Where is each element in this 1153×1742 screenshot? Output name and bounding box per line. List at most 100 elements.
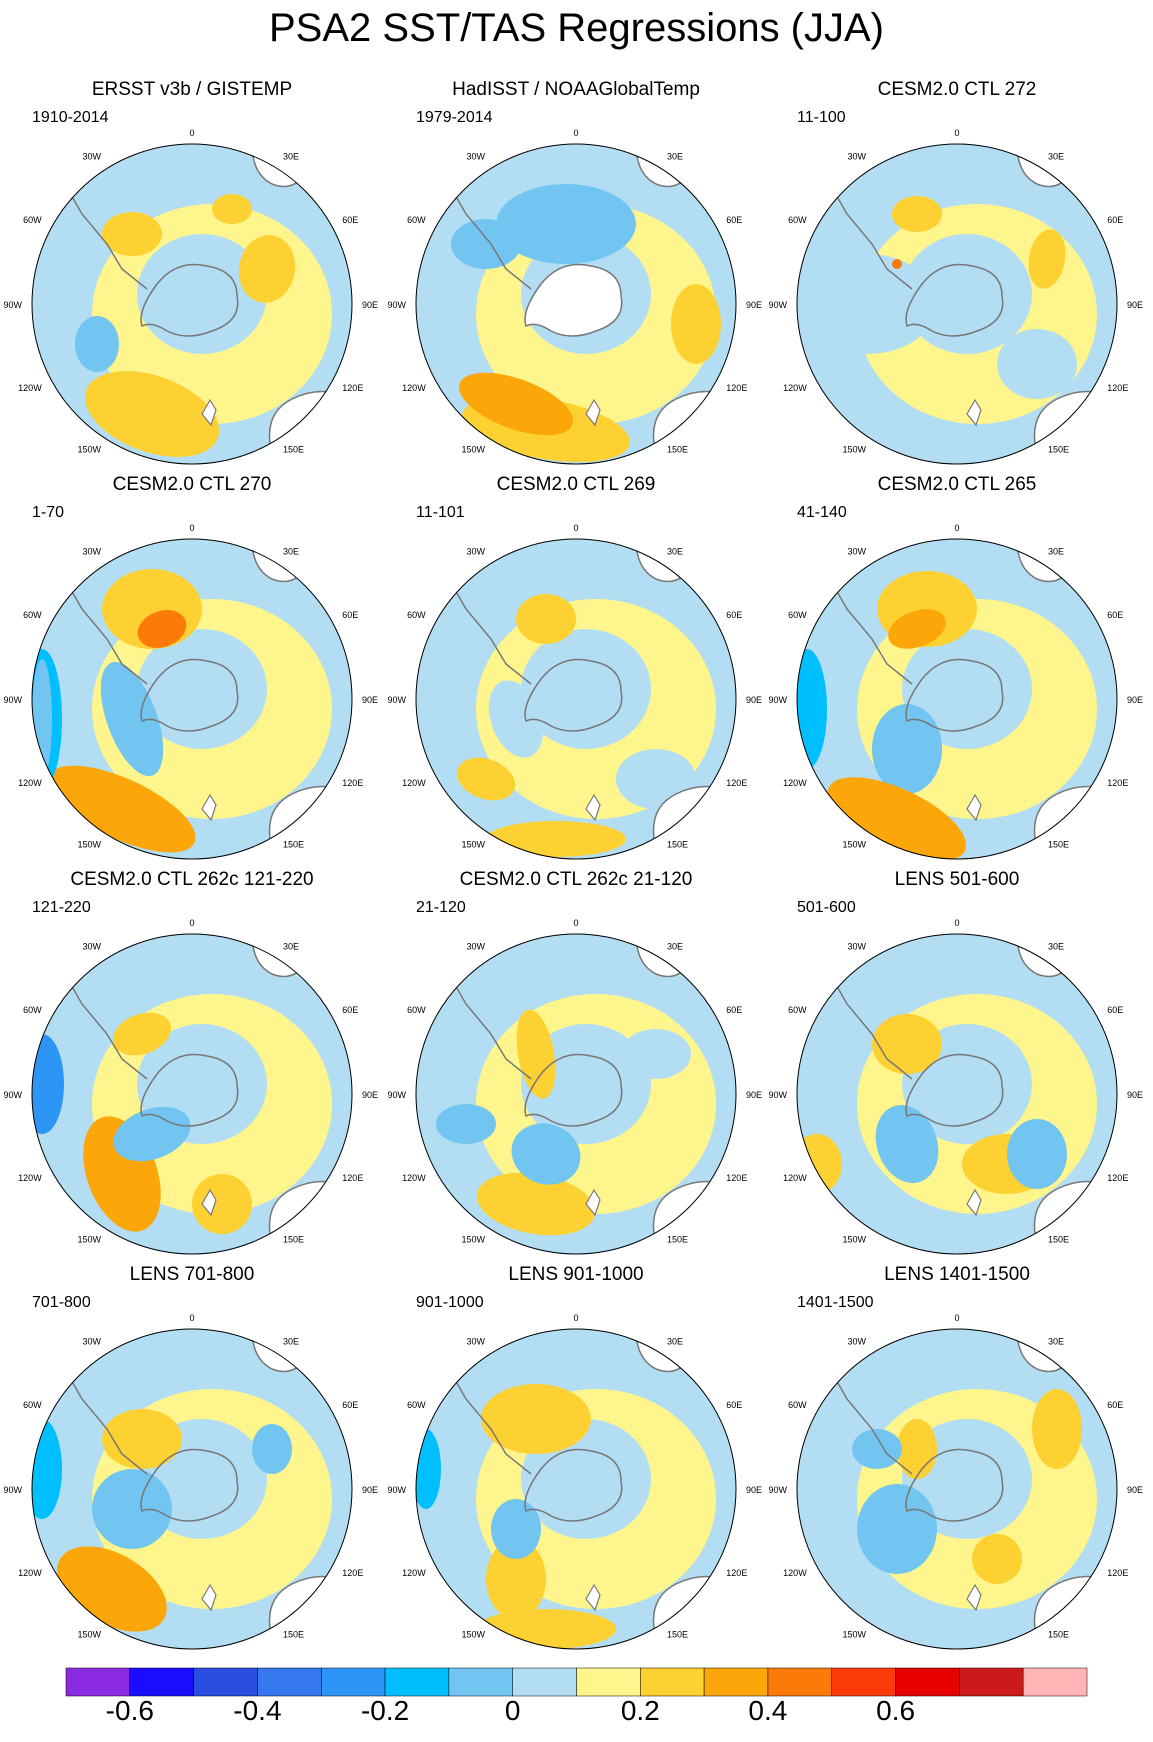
- longitude-label: 30E: [667, 1337, 683, 1347]
- longitude-label: 30W: [847, 152, 866, 162]
- longitude-label: 120E: [726, 1568, 747, 1578]
- longitude-label: 90W: [387, 695, 406, 705]
- longitude-label: 180: [949, 1262, 964, 1263]
- map-panel: CESM2.0 CTL 269 11-101 0 30E 60E 90E 120E 150E 1…: [384, 473, 768, 868]
- longitude-label: 0: [573, 1313, 578, 1323]
- map-boundary: [415, 143, 737, 465]
- positive-anomaly-region: [827, 777, 967, 859]
- longitude-label: 30W: [466, 942, 485, 952]
- longitude-label: 90E: [1127, 1485, 1143, 1495]
- longitude-label: 180: [949, 1657, 964, 1658]
- longitude-label: 60W: [788, 215, 807, 225]
- longitude-label: 0: [189, 128, 194, 138]
- longitude-label: 60W: [407, 1400, 426, 1410]
- longitude-label: 60W: [407, 215, 426, 225]
- longitude-label: 150E: [283, 1234, 304, 1244]
- new-zealand-coastline: [201, 398, 217, 427]
- negative-anomaly-region: [1007, 1119, 1067, 1189]
- map-boundary: [796, 143, 1118, 465]
- colorbar-tick-label: -0.4: [233, 1695, 282, 1726]
- longitude-label: 150E: [283, 1629, 304, 1639]
- longitude-label: 60W: [407, 610, 426, 620]
- longitude-label: 60E: [1107, 215, 1123, 225]
- longitude-label: 120E: [1107, 383, 1128, 393]
- longitude-label: 150W: [842, 1629, 866, 1639]
- colorbar-tick-label: 0.6: [876, 1695, 916, 1726]
- longitude-label: 30W: [847, 942, 866, 952]
- negative-anomaly-region: [902, 234, 1032, 354]
- new-zealand-coastline: [585, 793, 601, 822]
- longitude-label: 180: [184, 472, 199, 473]
- south-america-coastline: [445, 968, 532, 1080]
- longitude-label: 120W: [18, 383, 42, 393]
- longitude-label: 60E: [726, 1005, 742, 1015]
- longitude-label: 30E: [667, 152, 683, 162]
- antarctica-coastline: [905, 1053, 1004, 1127]
- longitude-label: 60E: [726, 610, 742, 620]
- negative-anomaly-region: [875, 1105, 939, 1183]
- positive-anomaly-region: [1032, 1389, 1082, 1469]
- longitude-label: 90W: [3, 300, 22, 310]
- colorbar-swatch: [321, 1667, 386, 1697]
- map-panel: CESM2.0 CTL 270 1-70 0 30E 60E 90E 120E 150E 180…: [0, 473, 384, 868]
- negative-anomaly-region: [113, 1106, 191, 1162]
- longitude-label: 120W: [18, 1173, 42, 1183]
- longitude-label: 150W: [77, 1234, 101, 1244]
- longitude-label: 120E: [726, 778, 747, 788]
- longitude-label: 30E: [283, 942, 299, 952]
- longitude-label: 150E: [667, 839, 688, 849]
- south-america-coastline: [445, 573, 532, 685]
- longitude-label: 30W: [82, 942, 101, 952]
- panel-title: ERSST v3b / GISTEMP: [91, 79, 293, 100]
- longitude-label: 60W: [23, 610, 42, 620]
- positive-anomaly-region: [84, 371, 220, 457]
- longitude-label: 30W: [466, 152, 485, 162]
- map-panel: CESM2.0 CTL 262c 21-120 21-120 0 30E 60E 90E 1…: [384, 868, 768, 1263]
- longitude-label: 150E: [1048, 444, 1069, 454]
- map-boundary: [415, 538, 737, 860]
- positive-anomaly-region: [112, 1012, 172, 1056]
- longitude-label: 180: [568, 472, 583, 473]
- positive-anomaly-region: [458, 372, 574, 436]
- positive-anomaly-region: [888, 609, 946, 649]
- longitude-label: 150E: [283, 444, 304, 454]
- negative-anomaly-region: [797, 649, 827, 769]
- positive-anomaly-region: [897, 1419, 937, 1479]
- longitude-label: 90W: [387, 1485, 406, 1495]
- new-zealand-coastline: [966, 793, 982, 822]
- south-america-coastline: [61, 178, 148, 290]
- colorbar-swatch: [703, 1667, 769, 1697]
- longitude-label: 180: [949, 472, 964, 473]
- negative-anomaly-region: [32, 1034, 64, 1134]
- longitude-label: 30E: [1048, 152, 1064, 162]
- colorbar-swatch: [193, 1667, 258, 1697]
- polar-map: 0 30E 60E 90E 120E 150E 180 150W 120W 90W 60W 30W: [768, 523, 1143, 868]
- panel-title: LENS 1401-1500: [884, 1264, 1030, 1285]
- map-boundary: [796, 933, 1118, 1255]
- longitude-label: 180: [184, 867, 199, 868]
- longitude-label: 60E: [726, 215, 742, 225]
- new-zealand-coastline: [585, 1583, 601, 1612]
- panel-title: CESM2.0 CTL 272: [877, 79, 1037, 100]
- colorbar-swatch: [1022, 1667, 1088, 1697]
- colorbar-swatch: [767, 1667, 833, 1697]
- negative-anomaly-region: [872, 704, 942, 794]
- longitude-label: 0: [954, 523, 959, 533]
- map-boundary: [31, 538, 353, 860]
- longitude-label: 90E: [1127, 300, 1143, 310]
- map-boundary: [31, 143, 353, 465]
- longitude-label: 60E: [726, 1400, 742, 1410]
- longitude-label: 90E: [1127, 695, 1143, 705]
- longitude-label: 60E: [342, 1400, 358, 1410]
- longitude-label: 90E: [746, 695, 762, 705]
- new-zealand-coastline: [966, 1583, 982, 1612]
- longitude-label: 150W: [77, 839, 101, 849]
- panel-period: 41-140: [797, 504, 847, 521]
- longitude-label: 120E: [342, 778, 363, 788]
- south-america-coastline: [445, 1363, 532, 1475]
- longitude-label: 180: [949, 867, 964, 868]
- panel-period: 1979-2014: [416, 109, 493, 126]
- south-america-coastline: [445, 178, 532, 290]
- antarctica-coastline: [524, 1053, 623, 1127]
- longitude-label: 60E: [1107, 1005, 1123, 1015]
